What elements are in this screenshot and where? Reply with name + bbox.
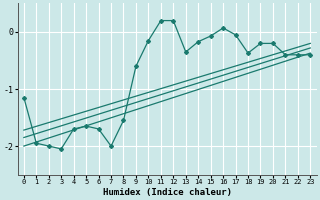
X-axis label: Humidex (Indice chaleur): Humidex (Indice chaleur) xyxy=(103,188,232,197)
